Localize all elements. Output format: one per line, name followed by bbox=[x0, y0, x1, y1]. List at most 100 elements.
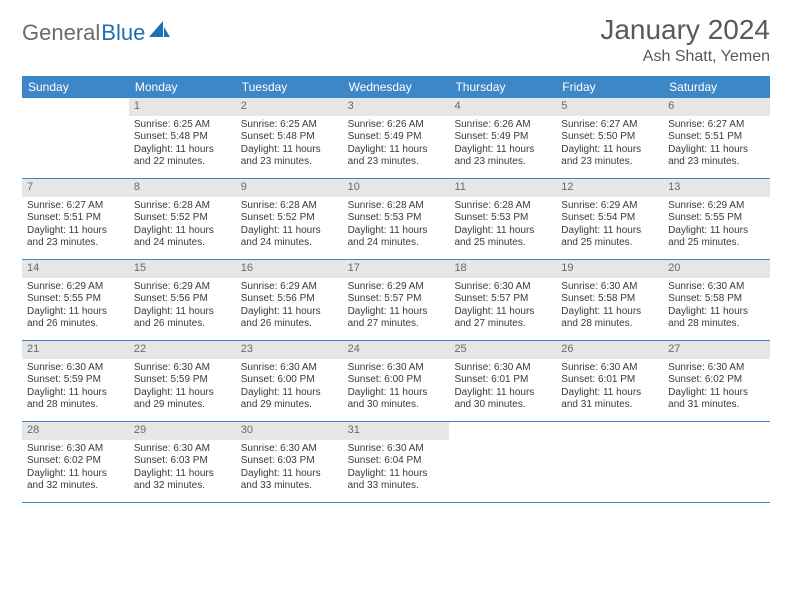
sunrise-text: Sunrise: 6:30 AM bbox=[561, 281, 658, 294]
day-number: 1 bbox=[129, 98, 236, 116]
sunset-text: Sunset: 6:01 PM bbox=[454, 374, 551, 387]
day-number: 9 bbox=[236, 179, 343, 197]
sunset-text: Sunset: 5:57 PM bbox=[454, 293, 551, 306]
day-number: 29 bbox=[129, 422, 236, 440]
day-cell: 25Sunrise: 6:30 AMSunset: 6:01 PMDayligh… bbox=[449, 341, 556, 421]
week-row: 7Sunrise: 6:27 AMSunset: 5:51 PMDaylight… bbox=[22, 179, 770, 260]
daylight-text: Daylight: 11 hours and 23 minutes. bbox=[668, 144, 765, 169]
day-cell: 11Sunrise: 6:28 AMSunset: 5:53 PMDayligh… bbox=[449, 179, 556, 259]
sunrise-text: Sunrise: 6:30 AM bbox=[348, 443, 445, 456]
day-cell: 3Sunrise: 6:26 AMSunset: 5:49 PMDaylight… bbox=[343, 98, 450, 178]
day-content: Sunrise: 6:30 AMSunset: 6:01 PMDaylight:… bbox=[449, 359, 556, 418]
sunset-text: Sunset: 6:03 PM bbox=[241, 455, 338, 468]
sunset-text: Sunset: 5:55 PM bbox=[27, 293, 124, 306]
daylight-text: Daylight: 11 hours and 26 minutes. bbox=[27, 306, 124, 331]
sunrise-text: Sunrise: 6:29 AM bbox=[668, 200, 765, 213]
daylight-text: Daylight: 11 hours and 28 minutes. bbox=[561, 306, 658, 331]
day-number: 3 bbox=[343, 98, 450, 116]
sunrise-text: Sunrise: 6:29 AM bbox=[241, 281, 338, 294]
sunrise-text: Sunrise: 6:29 AM bbox=[561, 200, 658, 213]
day-header-row: SundayMondayTuesdayWednesdayThursdayFrid… bbox=[22, 76, 770, 98]
day-number: 20 bbox=[663, 260, 770, 278]
day-content: Sunrise: 6:29 AMSunset: 5:56 PMDaylight:… bbox=[129, 278, 236, 337]
day-number: 14 bbox=[22, 260, 129, 278]
sunset-text: Sunset: 6:02 PM bbox=[668, 374, 765, 387]
daylight-text: Daylight: 11 hours and 22 minutes. bbox=[134, 144, 231, 169]
day-number: 5 bbox=[556, 98, 663, 116]
daylight-text: Daylight: 11 hours and 27 minutes. bbox=[348, 306, 445, 331]
sunset-text: Sunset: 6:03 PM bbox=[134, 455, 231, 468]
day-content: Sunrise: 6:29 AMSunset: 5:57 PMDaylight:… bbox=[343, 278, 450, 337]
sunrise-text: Sunrise: 6:30 AM bbox=[668, 281, 765, 294]
day-cell: 27Sunrise: 6:30 AMSunset: 6:02 PMDayligh… bbox=[663, 341, 770, 421]
sunrise-text: Sunrise: 6:28 AM bbox=[241, 200, 338, 213]
day-number: 17 bbox=[343, 260, 450, 278]
day-number: 28 bbox=[22, 422, 129, 440]
weeks-container: 1Sunrise: 6:25 AMSunset: 5:48 PMDaylight… bbox=[22, 98, 770, 503]
day-content: Sunrise: 6:28 AMSunset: 5:53 PMDaylight:… bbox=[449, 197, 556, 256]
daylight-text: Daylight: 11 hours and 32 minutes. bbox=[134, 468, 231, 493]
day-content: Sunrise: 6:28 AMSunset: 5:52 PMDaylight:… bbox=[129, 197, 236, 256]
day-content: Sunrise: 6:30 AMSunset: 6:00 PMDaylight:… bbox=[236, 359, 343, 418]
day-cell: 5Sunrise: 6:27 AMSunset: 5:50 PMDaylight… bbox=[556, 98, 663, 178]
day-content: Sunrise: 6:29 AMSunset: 5:56 PMDaylight:… bbox=[236, 278, 343, 337]
sunrise-text: Sunrise: 6:30 AM bbox=[668, 362, 765, 375]
day-header: Friday bbox=[556, 76, 663, 98]
sunset-text: Sunset: 5:49 PM bbox=[348, 131, 445, 144]
day-cell: 2Sunrise: 6:25 AMSunset: 5:48 PMDaylight… bbox=[236, 98, 343, 178]
sunset-text: Sunset: 5:49 PM bbox=[454, 131, 551, 144]
day-number: 31 bbox=[343, 422, 450, 440]
week-row: 28Sunrise: 6:30 AMSunset: 6:02 PMDayligh… bbox=[22, 422, 770, 503]
sunrise-text: Sunrise: 6:30 AM bbox=[27, 443, 124, 456]
sunset-text: Sunset: 5:56 PM bbox=[134, 293, 231, 306]
daylight-text: Daylight: 11 hours and 33 minutes. bbox=[241, 468, 338, 493]
day-cell: 21Sunrise: 6:30 AMSunset: 5:59 PMDayligh… bbox=[22, 341, 129, 421]
daylight-text: Daylight: 11 hours and 23 minutes. bbox=[241, 144, 338, 169]
sunset-text: Sunset: 6:00 PM bbox=[241, 374, 338, 387]
daylight-text: Daylight: 11 hours and 31 minutes. bbox=[561, 387, 658, 412]
day-cell: 28Sunrise: 6:30 AMSunset: 6:02 PMDayligh… bbox=[22, 422, 129, 502]
day-header: Wednesday bbox=[343, 76, 450, 98]
daylight-text: Daylight: 11 hours and 33 minutes. bbox=[348, 468, 445, 493]
day-number: 11 bbox=[449, 179, 556, 197]
day-cell: 14Sunrise: 6:29 AMSunset: 5:55 PMDayligh… bbox=[22, 260, 129, 340]
day-number: 7 bbox=[22, 179, 129, 197]
daylight-text: Daylight: 11 hours and 26 minutes. bbox=[241, 306, 338, 331]
day-number: 21 bbox=[22, 341, 129, 359]
sunrise-text: Sunrise: 6:25 AM bbox=[134, 119, 231, 132]
day-number: 10 bbox=[343, 179, 450, 197]
daylight-text: Daylight: 11 hours and 32 minutes. bbox=[27, 468, 124, 493]
day-content: Sunrise: 6:30 AMSunset: 6:03 PMDaylight:… bbox=[236, 440, 343, 499]
sunrise-text: Sunrise: 6:27 AM bbox=[668, 119, 765, 132]
day-cell: 8Sunrise: 6:28 AMSunset: 5:52 PMDaylight… bbox=[129, 179, 236, 259]
day-number: 13 bbox=[663, 179, 770, 197]
week-row: 1Sunrise: 6:25 AMSunset: 5:48 PMDaylight… bbox=[22, 98, 770, 179]
day-header: Saturday bbox=[663, 76, 770, 98]
week-row: 21Sunrise: 6:30 AMSunset: 5:59 PMDayligh… bbox=[22, 341, 770, 422]
title-block: January 2024 Ash Shatt, Yemen bbox=[600, 14, 770, 66]
day-cell: 12Sunrise: 6:29 AMSunset: 5:54 PMDayligh… bbox=[556, 179, 663, 259]
day-content: Sunrise: 6:30 AMSunset: 5:58 PMDaylight:… bbox=[663, 278, 770, 337]
day-cell: 24Sunrise: 6:30 AMSunset: 6:00 PMDayligh… bbox=[343, 341, 450, 421]
sunset-text: Sunset: 5:59 PM bbox=[27, 374, 124, 387]
empty-day-cell bbox=[663, 422, 770, 502]
day-content: Sunrise: 6:28 AMSunset: 5:53 PMDaylight:… bbox=[343, 197, 450, 256]
day-number: 27 bbox=[663, 341, 770, 359]
empty-day-cell bbox=[556, 422, 663, 502]
sunrise-text: Sunrise: 6:30 AM bbox=[561, 362, 658, 375]
sunset-text: Sunset: 5:57 PM bbox=[348, 293, 445, 306]
sunset-text: Sunset: 5:48 PM bbox=[241, 131, 338, 144]
day-content: Sunrise: 6:30 AMSunset: 5:59 PMDaylight:… bbox=[22, 359, 129, 418]
brand-part2: Blue bbox=[101, 20, 145, 46]
sunset-text: Sunset: 5:51 PM bbox=[27, 212, 124, 225]
sunset-text: Sunset: 5:48 PM bbox=[134, 131, 231, 144]
daylight-text: Daylight: 11 hours and 27 minutes. bbox=[454, 306, 551, 331]
sunrise-text: Sunrise: 6:30 AM bbox=[348, 362, 445, 375]
sunrise-text: Sunrise: 6:30 AM bbox=[134, 443, 231, 456]
day-content: Sunrise: 6:26 AMSunset: 5:49 PMDaylight:… bbox=[343, 116, 450, 175]
location-subtitle: Ash Shatt, Yemen bbox=[600, 48, 770, 66]
day-cell: 17Sunrise: 6:29 AMSunset: 5:57 PMDayligh… bbox=[343, 260, 450, 340]
sunset-text: Sunset: 5:51 PM bbox=[668, 131, 765, 144]
day-number: 6 bbox=[663, 98, 770, 116]
sunrise-text: Sunrise: 6:30 AM bbox=[134, 362, 231, 375]
